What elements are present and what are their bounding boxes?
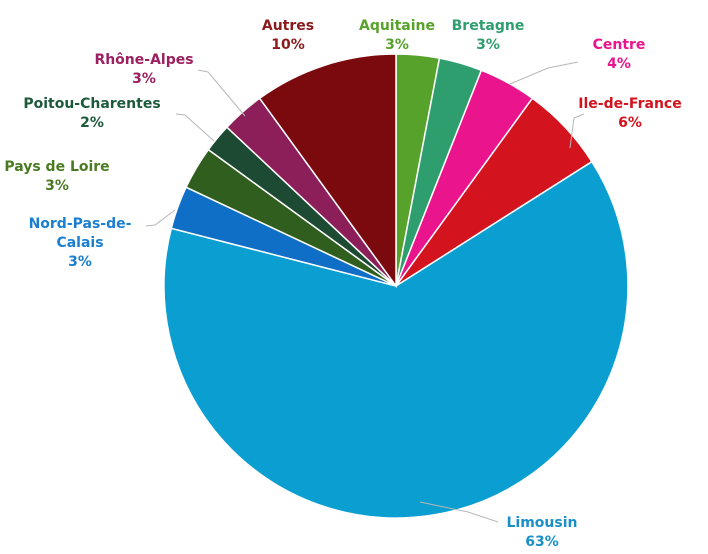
slice-value-label: 3% — [132, 71, 156, 87]
slice-name-label: Autres — [262, 18, 314, 34]
leader-line-poitou-charentes — [175, 113, 215, 142]
slice-label-aquitaine: Aquitaine 3% — [359, 18, 435, 53]
slice-name-label: Bretagne — [452, 18, 525, 34]
slice-name-label: Calais — [56, 235, 103, 251]
slice-value-label: 6% — [618, 115, 642, 131]
slice-value-label: 10% — [271, 37, 305, 53]
slice-labels: Aquitaine 3% Bretagne 3% Centre 4% Ile-de-Fran… — [4, 18, 681, 550]
slice-value-label: 3% — [68, 254, 92, 270]
slice-label-poitou-charentes: Poitou-Charentes 2% — [23, 96, 160, 131]
slice-name-label: Ile-de-France — [578, 96, 681, 112]
slice-name-label: Poitou-Charentes — [23, 96, 160, 112]
slice-label-pays-de-loire: Pays de Loire 3% — [4, 159, 109, 194]
slice-label-bretagne: Bretagne 3% — [452, 18, 525, 53]
slice-label-limousin: Limousin 63% — [507, 515, 578, 550]
slice-name-label: Aquitaine — [359, 18, 435, 34]
leader-line-rhone-alpes — [197, 69, 246, 117]
slice-name-label: Nord-Pas-de- — [29, 216, 132, 232]
pie-slice-autres — [258, 53, 397, 289]
slice-name-label: Rhône-Alpes — [94, 52, 193, 68]
pie-slice-limousin — [163, 160, 629, 519]
leader-lines — [145, 61, 585, 523]
slice-value-label: 3% — [476, 37, 500, 53]
slice-name-label: Limousin — [507, 515, 578, 531]
slice-name-label: Centre — [593, 37, 646, 53]
leader-line-limousin — [419, 501, 499, 523]
slice-value-label: 63% — [525, 534, 559, 550]
slice-label-centre: Centre 4% — [593, 37, 646, 72]
slice-value-label: 4% — [607, 56, 631, 72]
slice-value-label: 3% — [45, 178, 69, 194]
leader-line-nord-pas-de-calais — [145, 209, 176, 227]
slice-label-autres: Autres 10% — [262, 18, 314, 53]
slice-label-ile-de-france: Ile-de-France 6% — [578, 96, 681, 131]
leader-line-centre — [509, 61, 579, 85]
leader-line-ile-de-france — [569, 113, 585, 149]
slice-value-label: 3% — [385, 37, 409, 53]
pie-slices — [163, 53, 629, 519]
slice-name-label: Pays de Loire — [4, 159, 109, 175]
slice-value-label: 2% — [80, 115, 104, 131]
slice-label-rhone-alpes: Rhône-Alpes 3% — [94, 52, 193, 87]
slice-label-nord-pas-de-calais: Nord-Pas-de- Calais 3% — [29, 216, 132, 270]
